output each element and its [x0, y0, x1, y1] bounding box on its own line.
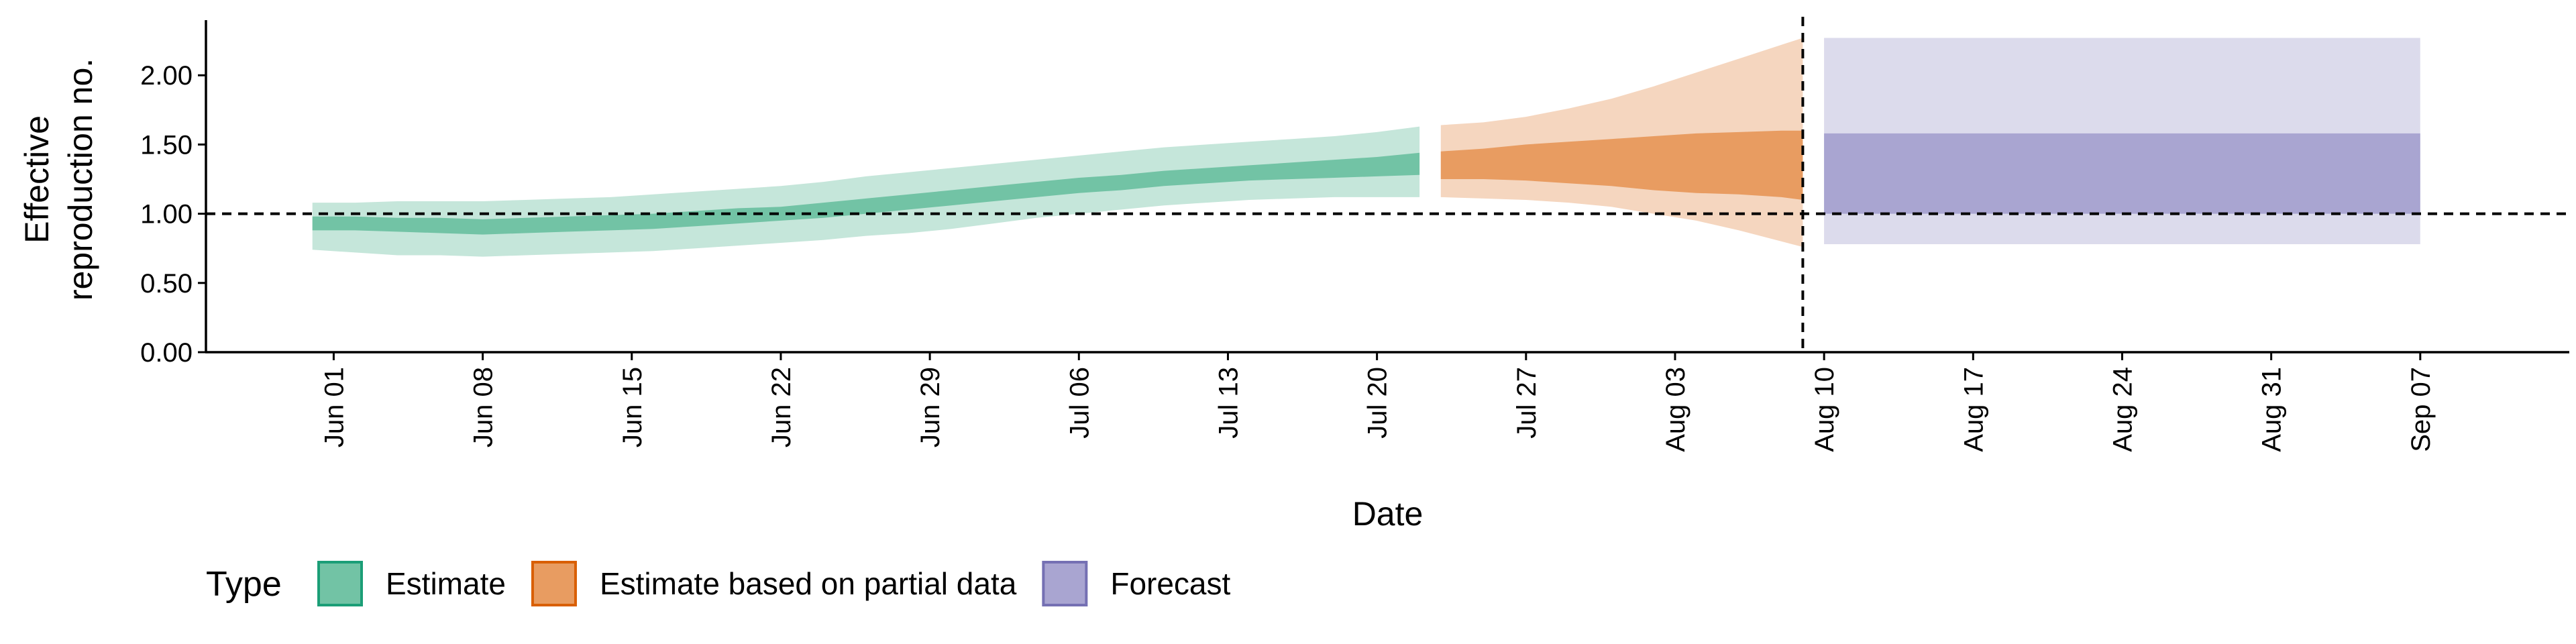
- x-tick-label: Jul 13: [1214, 367, 1243, 439]
- y-axis-title-line: reproduction no.: [62, 58, 99, 301]
- x-tick-label: Jun 22: [767, 367, 796, 447]
- x-tick-label: Jun 29: [916, 367, 945, 447]
- legend-label: Forecast: [1110, 566, 1230, 601]
- reference-lines: [206, 17, 2569, 353]
- x-axis-title: Date: [1352, 495, 1424, 533]
- x-tick-label: Jul 20: [1363, 367, 1393, 439]
- legend-swatch: [531, 561, 577, 606]
- y-tick-label: 1.00: [140, 200, 193, 229]
- x-tick-label: Jun 15: [618, 367, 647, 447]
- x-tick-label: Jun 08: [469, 367, 498, 447]
- estimate-inner-band: [312, 152, 1420, 235]
- legend-swatch: [317, 561, 363, 606]
- y-tick-label: 1.50: [140, 130, 193, 160]
- estimate-outer-band: [312, 126, 1420, 257]
- x-tick-label: Jun 01: [319, 367, 349, 447]
- y-axis-title-line: Effective: [18, 115, 56, 244]
- forecast-inner-band: [1824, 133, 2420, 214]
- x-tick-label: Sep 07: [2406, 367, 2436, 452]
- legend: Type Estimate Estimate based on partial da…: [206, 561, 1231, 606]
- y-axis-title: Effective reproduction no.: [18, 58, 99, 301]
- y-tick-label: 0.50: [140, 269, 193, 299]
- legend-swatch: [1042, 561, 1088, 606]
- legend-title: Type: [206, 565, 282, 604]
- x-tick-label: Jul 27: [1512, 367, 1542, 439]
- axes: 0.00 0.50 1.00 1.50 2.00 Jun 01 Jun 08 Jun 15 Ju…: [18, 20, 2569, 533]
- x-tick-label: Aug 31: [2257, 367, 2287, 452]
- y-tick-label: 2.00: [140, 61, 193, 91]
- legend-label: Estimate based on partial data: [600, 566, 1017, 601]
- x-tick-label: Aug 24: [2108, 367, 2137, 452]
- series-bands: [312, 38, 2420, 257]
- x-tick-label: Aug 10: [1810, 367, 1839, 452]
- x-tick-label: Aug 17: [1959, 367, 1988, 452]
- estimate-based-on-partial-data-inner-band: [1440, 130, 1803, 200]
- x-tick-label: Jul 06: [1065, 367, 1094, 439]
- x-tick-label: Aug 03: [1661, 367, 1690, 452]
- y-tick-label: 0.00: [140, 338, 193, 368]
- legend-label: Estimate: [386, 566, 506, 601]
